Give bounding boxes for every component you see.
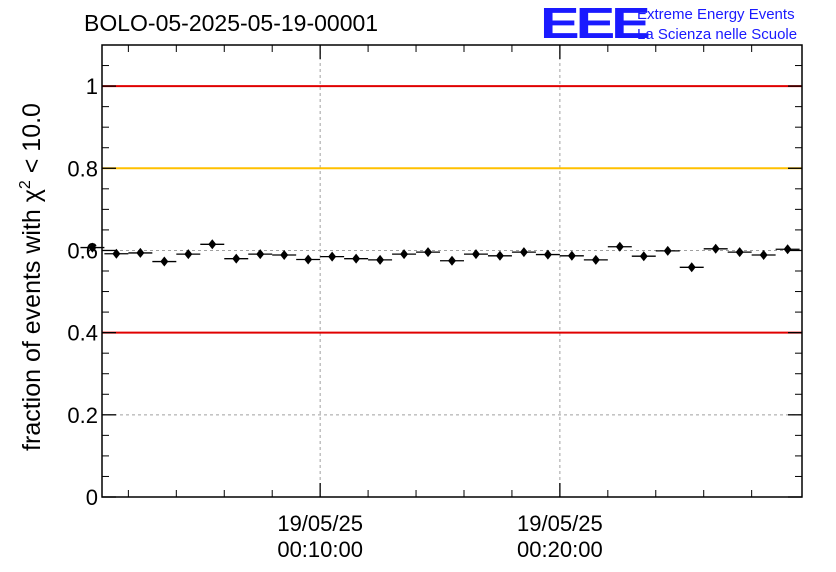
data-marker [495, 250, 504, 261]
data-marker [471, 249, 480, 260]
data-marker [424, 247, 433, 258]
data-point [176, 249, 201, 260]
data-marker [519, 247, 528, 258]
data-point [416, 247, 441, 258]
data-marker [136, 247, 145, 258]
axis-labels: 00.20.40.60.8119/05/2500:10:0019/05/2500… [17, 74, 603, 562]
data-marker [184, 249, 193, 260]
data-point [727, 247, 752, 258]
x-tick-label-date: 19/05/25 [277, 511, 363, 536]
data-point [511, 247, 536, 258]
x-tick-label-time: 00:20:00 [517, 537, 603, 562]
data-marker [280, 249, 289, 260]
y-tick-label: 0.6 [67, 238, 98, 263]
y-tick-label: 0 [86, 485, 98, 510]
data-marker [663, 245, 672, 256]
data-marker [615, 241, 624, 252]
data-marker [687, 262, 696, 273]
data-point [607, 241, 632, 252]
data-point [80, 242, 105, 253]
data-series [80, 239, 800, 273]
data-marker [88, 242, 97, 253]
data-point [631, 251, 656, 262]
chart-title: BOLO-05-2025-05-19-00001 [84, 10, 379, 36]
y-tick-label: 0.8 [67, 156, 98, 181]
data-marker [160, 256, 169, 267]
data-point [224, 253, 249, 264]
data-marker [328, 251, 337, 262]
data-marker [112, 248, 121, 259]
data-point [655, 245, 680, 256]
data-point [200, 239, 225, 250]
data-marker [759, 249, 768, 260]
data-marker [735, 247, 744, 258]
reference-lines [102, 85, 802, 334]
y-tick-label: 0.2 [67, 403, 98, 428]
data-point [152, 256, 177, 267]
data-marker [232, 253, 241, 264]
y-axis-label: fraction of events with χ2 < 10.0 [17, 103, 46, 451]
logo-text-line2: La Scienza nelle Scuole [637, 26, 798, 43]
x-tick-label-date: 19/05/25 [517, 511, 603, 536]
y-tick-label: 0.4 [67, 321, 98, 346]
grid-lines [102, 45, 802, 497]
data-point [775, 244, 800, 255]
data-marker [352, 253, 361, 264]
data-point [320, 251, 345, 262]
data-marker [567, 250, 576, 261]
eee-logo-mark: EEE [540, 0, 651, 48]
data-point [368, 254, 393, 265]
data-marker [400, 249, 409, 260]
data-point [248, 249, 273, 260]
y-tick-label: 1 [86, 74, 98, 99]
data-marker [711, 243, 720, 254]
plot-frame [101, 44, 803, 498]
eee-logo: EEE Extreme Energy Events La Scienza nel… [540, 2, 830, 48]
data-point [583, 254, 608, 265]
data-marker [256, 249, 265, 260]
data-marker [448, 255, 456, 266]
data-point [703, 243, 728, 254]
data-marker [783, 244, 792, 255]
data-marker [591, 254, 600, 265]
data-marker [639, 251, 648, 262]
axes [101, 44, 803, 498]
data-point [751, 249, 776, 260]
data-point [535, 249, 560, 260]
data-point [296, 254, 321, 265]
data-marker [376, 254, 385, 265]
data-point [463, 249, 488, 260]
logo-text-line1: Extreme Energy Events [637, 6, 795, 23]
data-point [344, 253, 369, 264]
data-point [487, 250, 512, 261]
data-point [679, 262, 704, 273]
data-point [392, 249, 417, 260]
x-tick-label-time: 00:10:00 [277, 537, 363, 562]
data-point [272, 249, 297, 260]
data-point [559, 250, 584, 261]
data-marker [208, 239, 217, 250]
data-marker [543, 249, 552, 260]
data-point [440, 255, 464, 266]
data-marker [304, 254, 313, 265]
data-point [104, 248, 129, 259]
data-point [128, 247, 153, 258]
